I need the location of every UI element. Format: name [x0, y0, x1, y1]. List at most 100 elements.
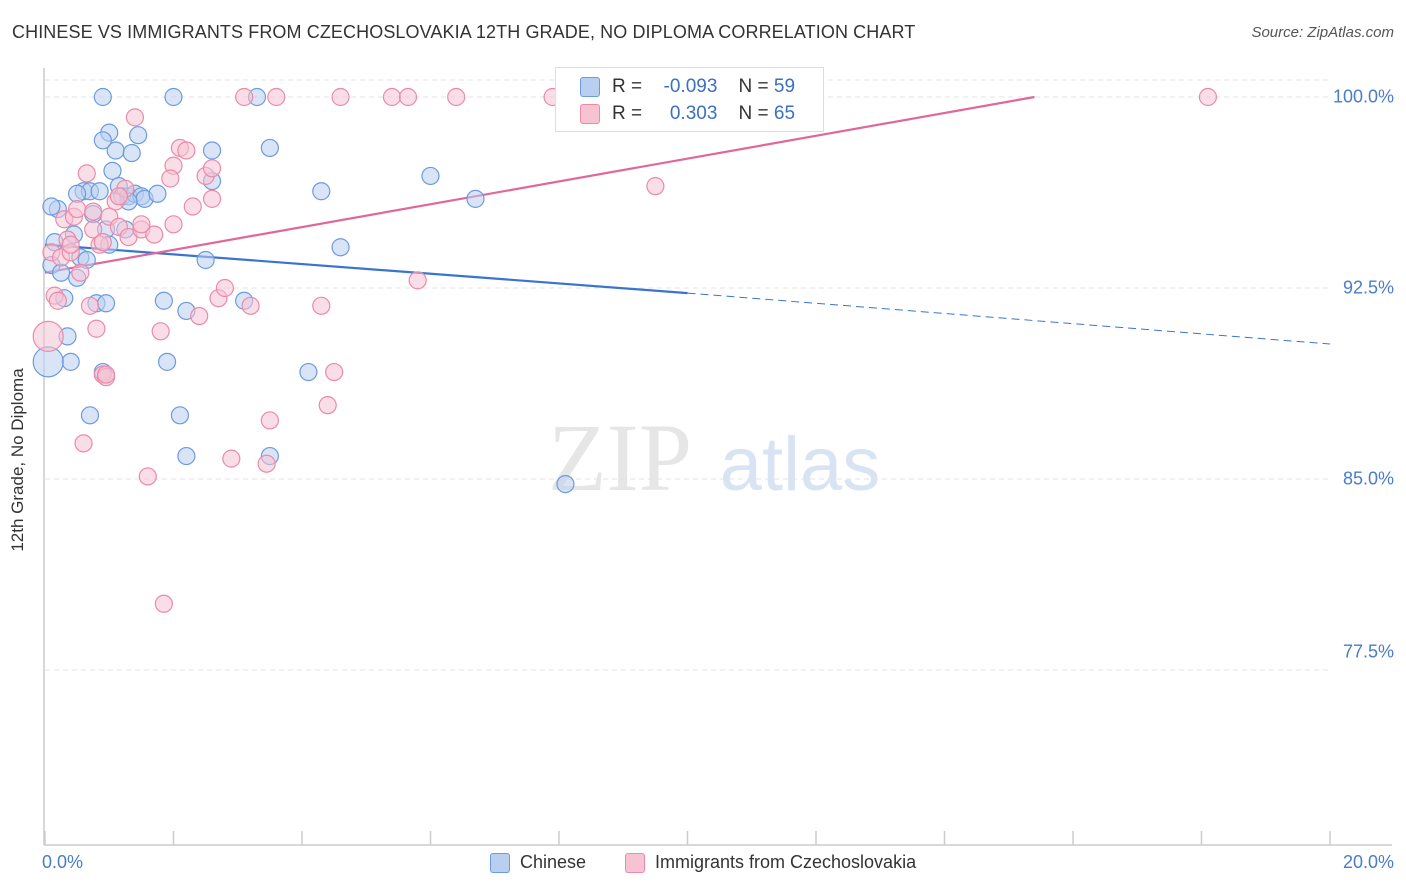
chart-title: CHINESE VS IMMIGRANTS FROM CZECHOSLOVAKI…: [12, 22, 916, 42]
data-point-czech: [151, 322, 170, 341]
legend-r-value-chinese: -0.093: [663, 76, 718, 97]
data-point-czech: [235, 87, 254, 107]
data-point-chinese: [61, 352, 80, 371]
stats-legend: R = -0.093 N = 59 R = 0.303 N = 65: [555, 67, 824, 132]
data-point-czech: [164, 215, 183, 234]
data-point-czech: [68, 199, 87, 219]
data-point-czech: [132, 215, 151, 234]
legend-label-chinese: Chinese: [520, 852, 587, 872]
data-point-czech: [32, 320, 64, 352]
data-point-chinese: [122, 143, 141, 163]
data-point-chinese: [42, 197, 61, 216]
data-point-chinese: [51, 263, 71, 282]
data-point-czech: [61, 235, 80, 254]
data-point-czech: [177, 141, 196, 160]
data-point-czech: [1198, 87, 1218, 107]
series-chinese: [32, 87, 575, 494]
data-point-chinese: [421, 166, 440, 186]
legend-n-label: N =: [738, 103, 769, 124]
legend-r-label: R =: [612, 76, 643, 97]
trend-line-czech: [44, 95, 1035, 274]
data-point-czech: [48, 291, 67, 310]
legend-swatch-chinese: [490, 852, 510, 873]
data-point-chinese: [196, 250, 215, 270]
data-point-czech: [96, 365, 116, 384]
y-tick-label: 100.0%: [1332, 86, 1394, 107]
data-point-czech: [241, 296, 260, 315]
x-tick-label-max: 20.0%: [1342, 852, 1394, 872]
data-point-czech: [183, 197, 202, 216]
legend-n-value-chinese: 59: [773, 76, 796, 97]
data-point-czech: [331, 87, 350, 107]
y-tick-label: 77.5%: [1342, 641, 1394, 662]
data-point-czech: [93, 233, 112, 252]
data-point-czech: [84, 220, 103, 239]
legend-label-czech: Immigrants from Czechoslovakia: [655, 852, 917, 872]
data-point-czech: [190, 306, 209, 326]
data-point-chinese: [148, 184, 167, 203]
data-point-chinese: [202, 141, 222, 160]
data-point-czech: [318, 396, 337, 415]
data-point-chinese: [157, 352, 177, 371]
data-point-czech: [109, 187, 128, 206]
data-point-czech: [154, 594, 173, 613]
data-point-chinese: [164, 87, 183, 107]
legend-swatch-chinese: [580, 77, 600, 97]
data-point-czech: [80, 296, 100, 315]
source-label: Source: ZipAtlas.com: [1251, 24, 1394, 41]
axes: [43, 68, 1392, 846]
data-point-czech: [145, 225, 164, 244]
watermark-atlas: atlas: [720, 422, 881, 507]
data-point-chinese: [170, 406, 190, 425]
data-point-czech: [84, 202, 103, 221]
data-point-chinese: [93, 131, 112, 150]
legend-item-chinese: Chinese: [490, 852, 586, 873]
data-point-chinese: [312, 182, 331, 201]
data-point-czech: [202, 189, 222, 208]
data-point-chinese: [93, 87, 112, 107]
legend-n-label: N =: [738, 76, 769, 97]
data-point-chinese: [68, 184, 87, 203]
legend-item-czech: Immigrants from Czechoslovakia: [625, 852, 916, 873]
data-point-czech: [125, 108, 145, 127]
data-point-chinese: [331, 238, 350, 257]
data-point-czech: [267, 87, 286, 107]
data-point-chinese: [177, 446, 196, 466]
data-point-czech: [138, 467, 157, 486]
data-point-czech: [398, 87, 418, 107]
data-point-czech: [646, 177, 665, 196]
series-czech: [32, 87, 1218, 613]
data-point-czech: [87, 319, 106, 338]
watermark: ZIP atlas: [548, 404, 880, 511]
x-tick-label-min: 0.0%: [42, 852, 84, 872]
data-point-chinese: [80, 406, 100, 425]
legend-row-czech: R = 0.303 N = 65: [580, 102, 795, 126]
data-point-czech: [408, 271, 427, 290]
legend-r-value-czech: 0.303: [669, 103, 718, 124]
series-legend: Chinese Immigrants from Czechoslovakia: [0, 852, 1406, 878]
trend-lines: [44, 95, 1331, 345]
trend-line-chinese-extension: [687, 292, 1331, 345]
data-point-czech: [325, 362, 344, 382]
legend-swatch-czech: [580, 104, 600, 124]
trend-line-chinese: [44, 243, 688, 295]
data-point-chinese: [260, 138, 279, 158]
data-point-czech: [382, 87, 402, 107]
data-point-czech: [257, 454, 276, 473]
data-point-chinese: [90, 182, 109, 201]
data-point-chinese: [556, 474, 575, 494]
data-point-chinese: [103, 161, 122, 180]
data-point-czech: [74, 434, 93, 453]
data-point-czech: [161, 169, 180, 188]
data-point-chinese: [466, 189, 485, 208]
y-tick-label: 92.5%: [1342, 277, 1394, 298]
legend-r-label: R =: [612, 103, 643, 124]
data-point-czech: [260, 411, 279, 430]
watermark-zip: ZIP: [548, 404, 692, 511]
data-point-czech: [215, 278, 234, 298]
legend-n-value-czech: 65: [773, 103, 796, 124]
data-point-czech: [222, 449, 241, 468]
y-axis-label: 12th Grade, No Diploma: [8, 368, 27, 552]
data-point-chinese: [129, 126, 148, 145]
